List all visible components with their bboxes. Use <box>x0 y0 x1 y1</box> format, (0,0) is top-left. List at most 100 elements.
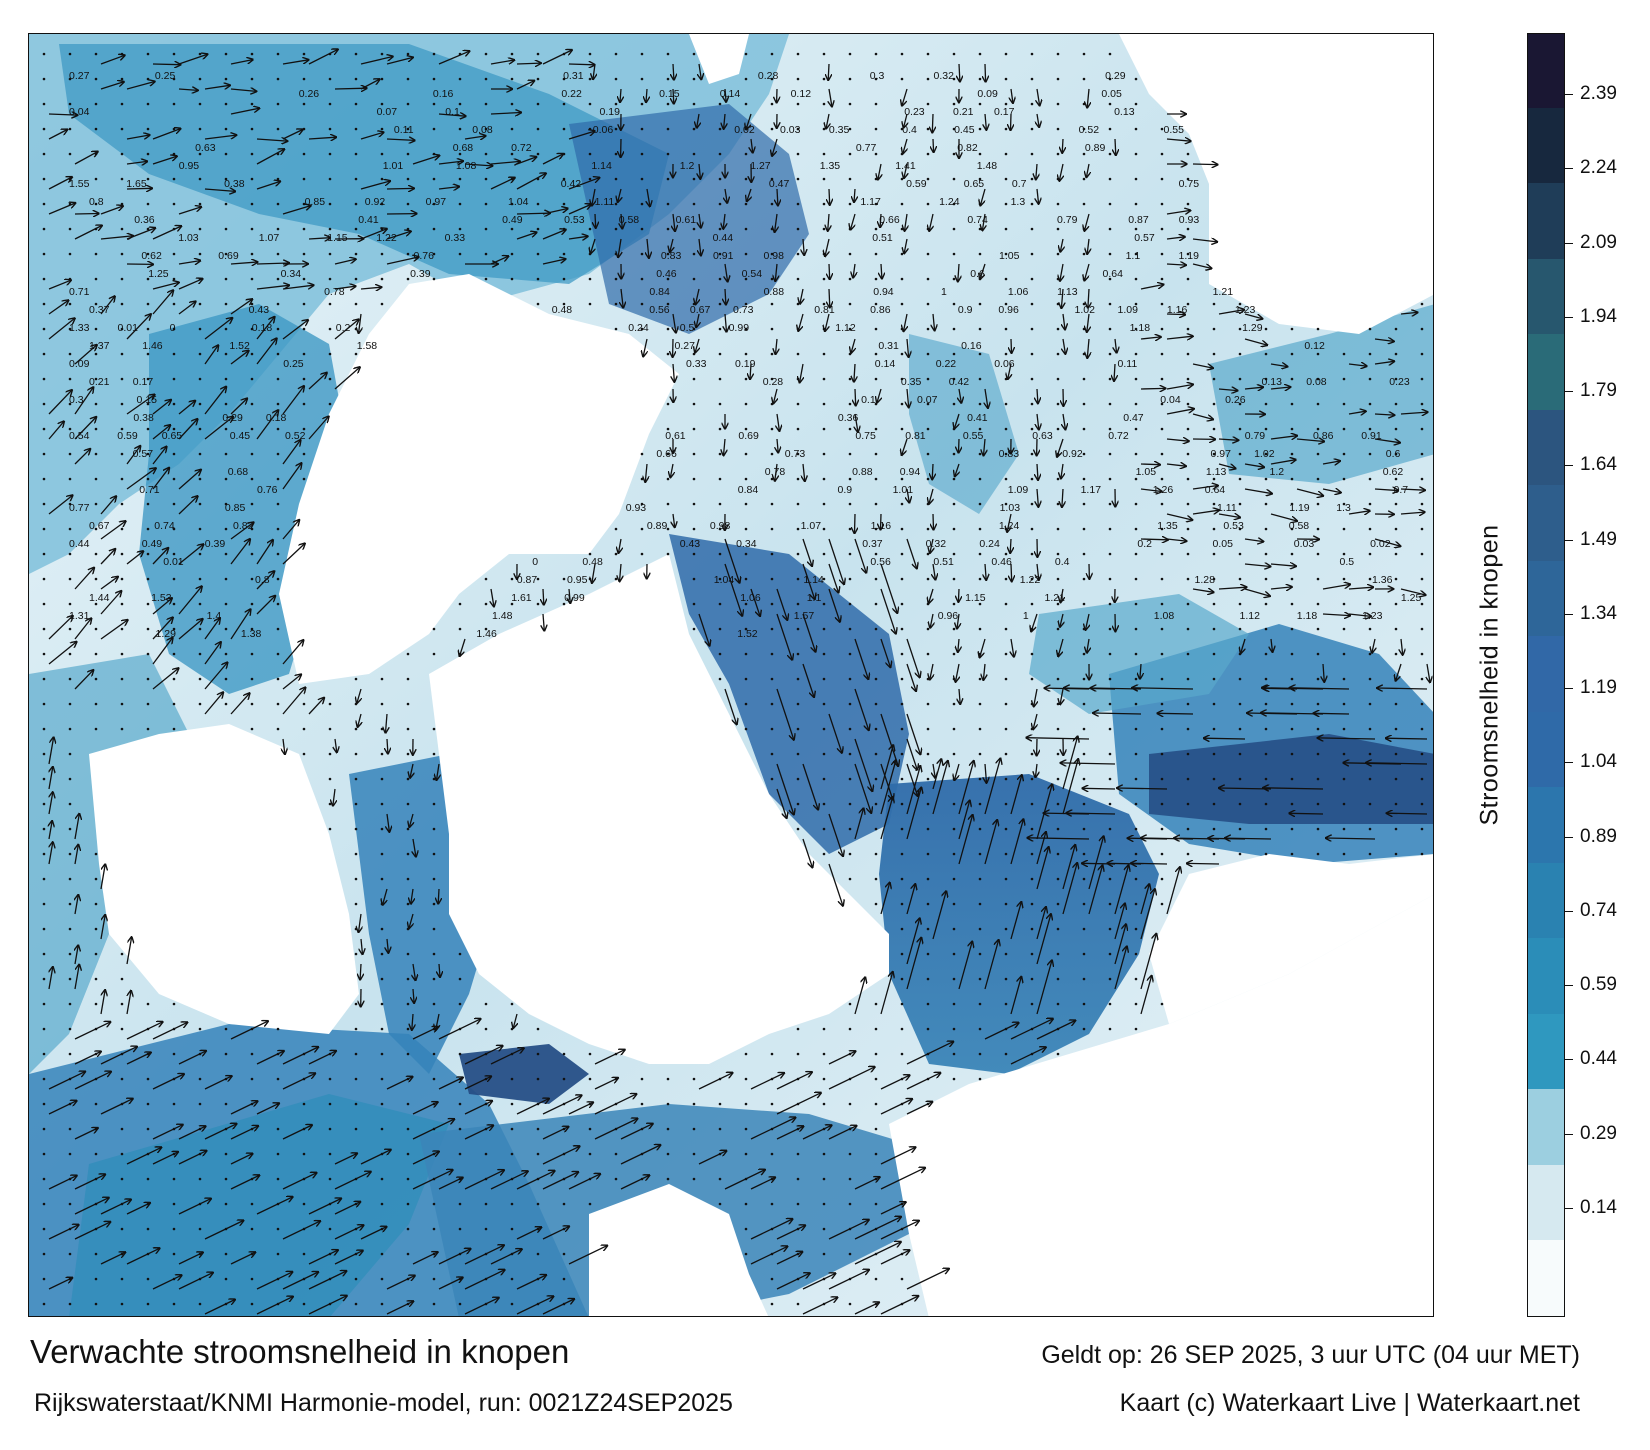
grid-dot <box>822 402 826 406</box>
current-arrow <box>282 675 301 690</box>
grid-dot <box>354 102 358 106</box>
grid-dot <box>68 1052 72 1056</box>
grid-dot <box>978 552 982 556</box>
grid-dot <box>822 127 826 131</box>
grid-dot <box>198 702 202 706</box>
current-arrow <box>776 1273 810 1290</box>
current-arrow <box>725 88 726 102</box>
grid-dot <box>302 477 306 481</box>
grid-dot <box>1082 252 1086 256</box>
current-arrow <box>1296 439 1324 442</box>
grid-dot <box>94 552 98 556</box>
current-arrow <box>881 263 882 279</box>
grid-dot <box>380 127 384 131</box>
grid-dot <box>1342 402 1346 406</box>
speed-value-label: 1.06 <box>740 592 761 604</box>
grid-dot <box>432 102 436 106</box>
grid-dot <box>562 1052 566 1056</box>
colorbar-tick <box>1565 465 1573 467</box>
grid-dot <box>952 877 956 881</box>
current-arrow <box>409 813 413 827</box>
grid-dot <box>1290 527 1294 531</box>
current-arrow <box>1218 587 1246 589</box>
current-arrow <box>542 1226 569 1240</box>
current-arrow <box>387 813 389 832</box>
grid-dot <box>1030 102 1034 106</box>
grid-dot <box>900 952 904 956</box>
current-arrow <box>49 821 52 840</box>
grid-dot <box>1134 577 1138 581</box>
grid-dot <box>42 452 46 456</box>
grid-dot <box>354 1277 358 1281</box>
grid-dot <box>874 327 878 331</box>
current-arrow <box>932 761 948 815</box>
grid-dot <box>952 302 956 306</box>
grid-dot <box>1420 727 1424 731</box>
grid-dot <box>1342 802 1346 806</box>
grid-dot <box>1368 802 1372 806</box>
grid-dot <box>380 1177 384 1181</box>
grid-dot <box>822 227 826 231</box>
grid-dot <box>978 402 982 406</box>
grid-dot <box>94 77 98 81</box>
current-arrow <box>204 1076 232 1090</box>
current-arrow <box>1166 409 1194 415</box>
current-arrow <box>907 488 909 503</box>
current-arrow <box>360 229 387 240</box>
grid-dot <box>354 727 358 731</box>
grid-dot <box>250 1052 254 1056</box>
grid-dot <box>146 1002 150 1006</box>
grid-dot <box>1004 552 1008 556</box>
grid-dot <box>432 127 436 131</box>
grid-dot <box>406 727 410 731</box>
grid-dot <box>744 1202 748 1206</box>
grid-dot <box>94 577 98 581</box>
grid-dot <box>1420 677 1424 681</box>
grid-dot <box>328 152 332 156</box>
grid-dot <box>1134 777 1138 781</box>
grid-dot <box>640 327 644 331</box>
current-arrow <box>74 965 79 990</box>
grid-dot <box>68 577 72 581</box>
current-arrow <box>230 399 247 415</box>
speed-value-label: 0.99 <box>729 322 750 334</box>
current-arrow <box>1225 838 1272 839</box>
grid-dot <box>94 427 98 431</box>
grid-dot <box>146 402 150 406</box>
grid-dot <box>744 277 748 281</box>
current-arrow <box>800 288 803 304</box>
current-arrow <box>256 1051 284 1065</box>
grid-dot <box>900 677 904 681</box>
grid-dot <box>926 352 930 356</box>
grid-dot <box>458 202 462 206</box>
grid-dot <box>42 852 46 856</box>
current-arrow <box>1010 902 1021 940</box>
grid-dot <box>328 377 332 381</box>
grid-dot <box>406 802 410 806</box>
current-arrow <box>230 1252 255 1265</box>
current-arrow <box>1036 960 1052 1015</box>
grid-dot <box>94 402 98 406</box>
current-arrow <box>542 50 572 65</box>
grid-dot <box>1134 1002 1138 1006</box>
grid-dot <box>328 302 332 306</box>
grid-dot <box>1238 752 1242 756</box>
grid-dot <box>302 1252 306 1256</box>
grid-dot <box>1134 627 1138 631</box>
speed-value-label: 0.77 <box>69 502 90 514</box>
grid-dot <box>1186 727 1190 731</box>
grid-dot <box>42 227 46 231</box>
current-arrow <box>438 187 459 189</box>
speed-value-label: 0.6 <box>970 268 985 280</box>
current-arrow <box>126 1248 160 1265</box>
grid-dot <box>68 677 72 681</box>
current-arrow <box>854 977 865 1015</box>
grid-dot <box>1030 1002 1034 1006</box>
grid-dot <box>484 277 488 281</box>
grid-dot <box>1264 552 1268 556</box>
grid-dot <box>874 377 878 381</box>
grid-dot <box>744 252 748 256</box>
grid-dot <box>692 1077 696 1081</box>
current-arrow <box>360 1227 387 1240</box>
grid-dot <box>94 502 98 506</box>
